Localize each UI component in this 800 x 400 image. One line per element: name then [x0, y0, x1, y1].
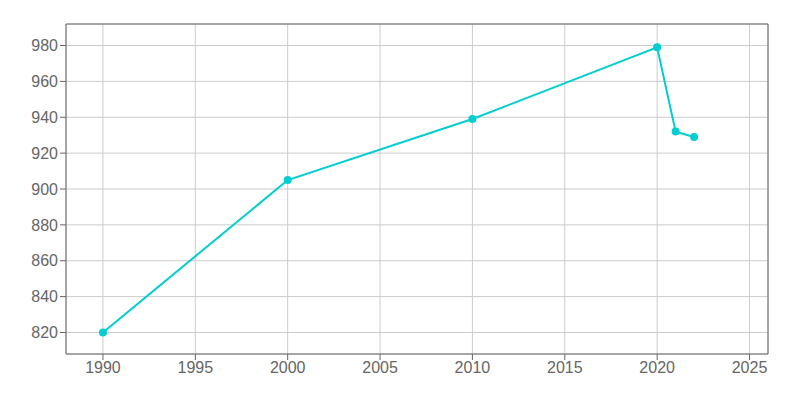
- svg-text:860: 860: [31, 252, 58, 269]
- svg-text:940: 940: [31, 109, 58, 126]
- svg-text:2005: 2005: [362, 359, 398, 376]
- svg-text:960: 960: [31, 73, 58, 90]
- svg-text:2015: 2015: [547, 359, 583, 376]
- svg-text:2020: 2020: [639, 359, 675, 376]
- svg-text:840: 840: [31, 288, 58, 305]
- svg-text:2000: 2000: [270, 359, 306, 376]
- svg-text:1995: 1995: [178, 359, 214, 376]
- svg-text:980: 980: [31, 37, 58, 54]
- svg-text:2010: 2010: [455, 359, 491, 376]
- svg-text:1990: 1990: [85, 359, 121, 376]
- svg-text:820: 820: [31, 324, 58, 341]
- svg-text:900: 900: [31, 181, 58, 198]
- svg-text:880: 880: [31, 217, 58, 234]
- svg-text:2025: 2025: [732, 359, 768, 376]
- svg-text:920: 920: [31, 145, 58, 162]
